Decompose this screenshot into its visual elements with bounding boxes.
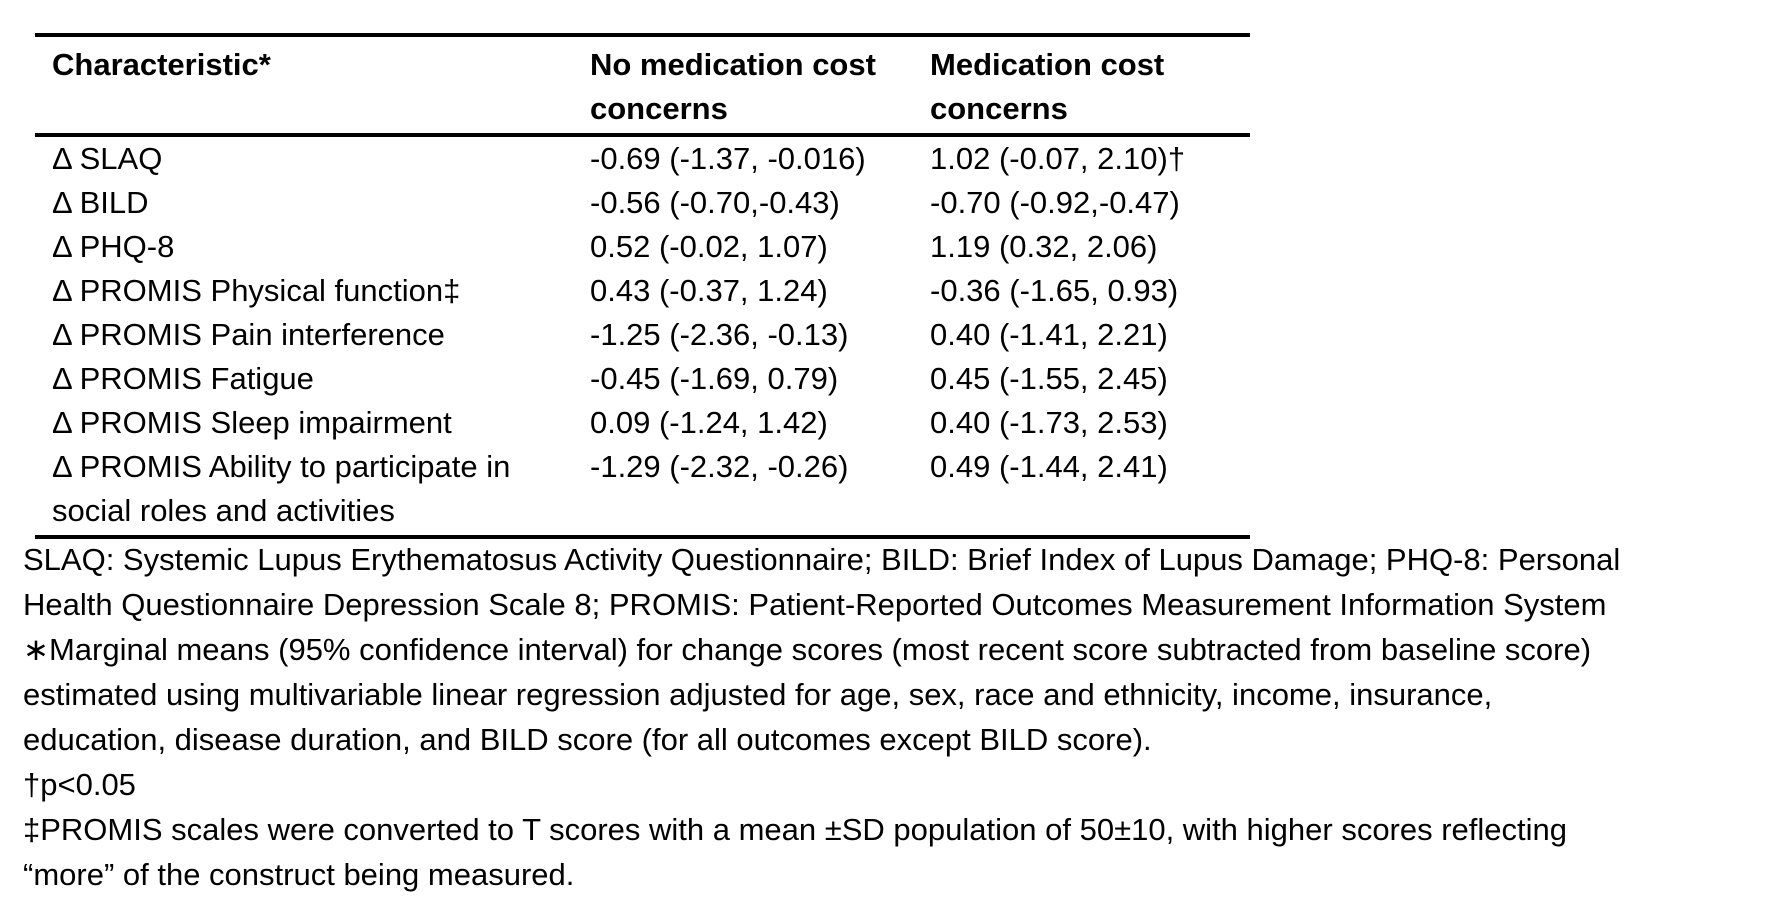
- characteristic-cell: Δ PROMIS Pain interference: [52, 317, 445, 352]
- footnotes: SLAQ: Systemic Lupus Erythematosus Activ…: [23, 537, 1773, 897]
- footnote-asterisk-line-2: estimated using multivariable linear reg…: [23, 677, 1493, 712]
- concerns-value-cell: 0.40 (-1.73, 2.53): [930, 405, 1168, 440]
- table-row-promis-fatigue: Δ PROMIS Fatigue -0.45 (-1.69, 0.79) 0.4…: [35, 357, 1250, 401]
- header-row: Characteristic* No medication cost conce…: [35, 33, 1250, 137]
- footnote-asterisk-line-1: ∗Marginal means (95% confidence interval…: [23, 632, 1592, 667]
- footnote-double-dagger-line-2: “more” of the construct being measured.: [23, 857, 575, 892]
- characteristic-cell: Δ PROMIS Physical function‡: [52, 273, 461, 308]
- table-row-promis-sleep-impairment: Δ PROMIS Sleep impairment 0.09 (-1.24, 1…: [35, 401, 1250, 445]
- footnote-abbreviations-line-1: SLAQ: Systemic Lupus Erythematosus Activ…: [23, 542, 1621, 577]
- no-concerns-value-cell: -0.56 (-0.70,-0.43): [590, 185, 840, 220]
- footnote-abbreviations-line-2: Health Questionnaire Depression Scale 8;…: [23, 587, 1607, 622]
- table-row-bild: Δ BILD -0.56 (-0.70,-0.43) -0.70 (-0.92,…: [35, 181, 1250, 225]
- footnote-asterisk-line-3: education, disease duration, and BILD sc…: [23, 722, 1152, 757]
- characteristic-cell: Δ BILD: [52, 185, 149, 220]
- characteristic-cell: Δ SLAQ: [52, 141, 163, 176]
- no-concerns-value-cell: -0.69 (-1.37, -0.016): [590, 141, 866, 176]
- concerns-value-cell: 0.49 (-1.44, 2.41): [930, 445, 1250, 539]
- table-row-phq8: Δ PHQ-8 0.52 (-0.02, 1.07) 1.19 (0.32, 2…: [35, 225, 1250, 269]
- characteristic-cell: Δ PROMIS Ability to participate in socia…: [35, 445, 590, 539]
- footnote-dagger-pvalue: †p<0.05: [23, 767, 136, 802]
- column-header-no-medication-cost-concerns: No medication cost concerns: [590, 33, 930, 137]
- table-row-promis-physical-function: Δ PROMIS Physical function‡ 0.43 (-0.37,…: [35, 269, 1250, 313]
- concerns-value-cell: 0.45 (-1.55, 2.45): [930, 361, 1168, 396]
- concerns-value-cell: -0.70 (-0.92,-0.47): [930, 185, 1180, 220]
- no-concerns-value-cell: -0.45 (-1.69, 0.79): [590, 361, 839, 396]
- characteristic-cell: Δ PHQ-8: [52, 229, 175, 264]
- concerns-value-cell: 1.02 (-0.07, 2.10)†: [930, 141, 1186, 176]
- no-concerns-value-cell: -1.25 (-2.36, -0.13): [590, 317, 849, 352]
- characteristic-cell: Δ PROMIS Sleep impairment: [52, 405, 452, 440]
- results-table-header: Characteristic* No medication cost conce…: [35, 33, 1250, 137]
- column-header-characteristic: Characteristic*: [35, 33, 590, 137]
- characteristic-cell: Δ PROMIS Fatigue: [52, 361, 314, 396]
- column-header-medication-cost-concerns: Medication cost concerns: [930, 33, 1250, 137]
- results-table-body: Δ SLAQ -0.69 (-1.37, -0.016) 1.02 (-0.07…: [35, 135, 1250, 539]
- table-row-promis-ability-to-participate: Δ PROMIS Ability to participate in socia…: [35, 445, 1250, 539]
- no-concerns-value-cell: 0.52 (-0.02, 1.07): [590, 229, 828, 264]
- footnote-double-dagger-line-1: ‡PROMIS scales were converted to T score…: [23, 812, 1568, 847]
- concerns-value-cell: 1.19 (0.32, 2.06): [930, 229, 1158, 264]
- no-concerns-value-cell: 0.09 (-1.24, 1.42): [590, 405, 828, 440]
- concerns-value-cell: 0.40 (-1.41, 2.21): [930, 317, 1168, 352]
- concerns-value-cell: -0.36 (-1.65, 0.93): [930, 273, 1179, 308]
- no-concerns-value-cell: -1.29 (-2.32, -0.26): [590, 445, 930, 539]
- results-table: Characteristic* No medication cost conce…: [35, 33, 1250, 539]
- no-concerns-value-cell: 0.43 (-0.37, 1.24): [590, 273, 828, 308]
- table-row-slaq: Δ SLAQ -0.69 (-1.37, -0.016) 1.02 (-0.07…: [35, 135, 1250, 181]
- table-row-promis-pain-interference: Δ PROMIS Pain interference -1.25 (-2.36,…: [35, 313, 1250, 357]
